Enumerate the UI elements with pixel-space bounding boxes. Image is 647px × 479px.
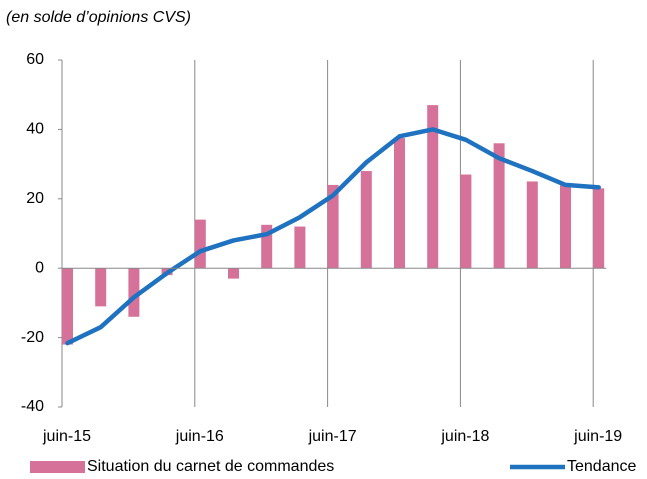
y-tick-label: 20 — [26, 190, 44, 207]
x-tick-label: juin-17 — [308, 428, 357, 445]
y-tick-label: -20 — [21, 329, 44, 346]
y-tick-label: 40 — [26, 121, 44, 138]
bar — [460, 174, 472, 269]
legend-label: Tendance — [567, 458, 636, 475]
bar — [394, 138, 405, 269]
x-tick-label: juin-16 — [175, 428, 224, 445]
bar — [228, 268, 239, 279]
legend-label: Situation du carnet de commandes — [87, 458, 334, 475]
bar — [493, 143, 505, 269]
bar — [593, 188, 605, 269]
bar — [560, 184, 571, 269]
bar — [526, 181, 538, 269]
bar — [62, 268, 73, 345]
x-tick-label: juin-18 — [440, 428, 489, 445]
chart-subtitle: (en solde d’opinions CVS) — [6, 9, 191, 26]
bar — [194, 219, 206, 269]
legend-swatch — [30, 461, 85, 473]
bar — [128, 268, 140, 317]
y-tick-label: 0 — [35, 259, 44, 276]
x-tick-label: juin-19 — [573, 428, 622, 445]
x-tick-label: juin-15 — [42, 428, 91, 445]
bar — [327, 184, 339, 269]
bar — [261, 224, 273, 269]
bar — [427, 105, 439, 269]
y-tick-label: -40 — [21, 398, 44, 415]
bar — [360, 171, 372, 269]
bar — [95, 268, 107, 307]
y-tick-label: 60 — [26, 51, 44, 68]
trend-line — [65, 127, 601, 346]
bar — [294, 226, 306, 269]
